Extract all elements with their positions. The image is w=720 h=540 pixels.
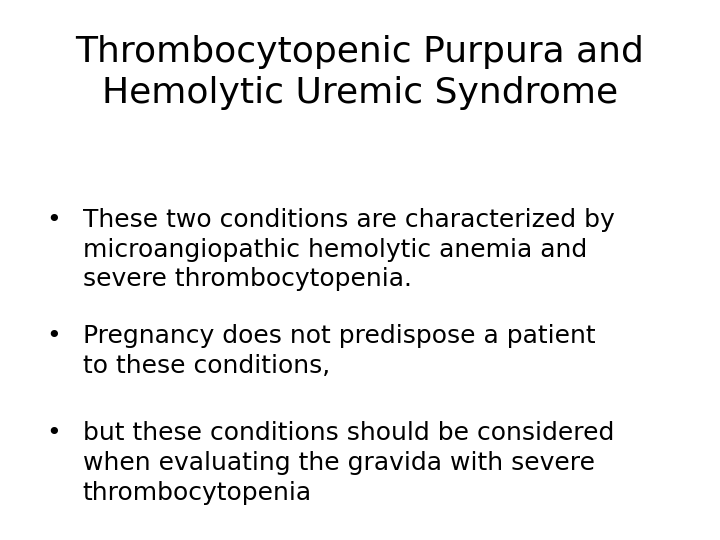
Text: Pregnancy does not predispose a patient
to these conditions,: Pregnancy does not predispose a patient … <box>83 324 595 377</box>
Text: •: • <box>47 324 61 348</box>
Text: These two conditions are characterized by
microangiopathic hemolytic anemia and
: These two conditions are characterized b… <box>83 208 615 291</box>
Text: Thrombocytopenic Purpura and
Hemolytic Uremic Syndrome: Thrombocytopenic Purpura and Hemolytic U… <box>76 35 644 110</box>
Text: but these conditions should be considered
when evaluating the gravida with sever: but these conditions should be considere… <box>83 421 614 504</box>
Text: •: • <box>47 208 61 232</box>
Text: •: • <box>47 421 61 445</box>
